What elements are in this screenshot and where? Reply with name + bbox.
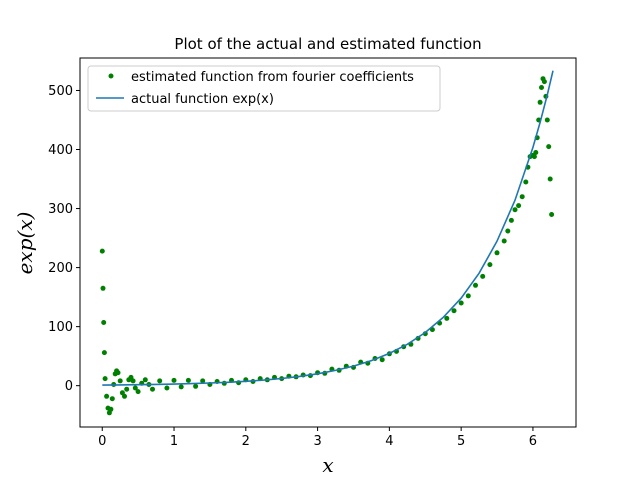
data-point-estimated — [451, 308, 457, 314]
series-line-actual — [102, 70, 554, 386]
data-point-estimated — [523, 179, 529, 185]
data-point-estimated — [546, 144, 552, 150]
y-tick-label: 400 — [48, 143, 73, 158]
x-tick-label: 2 — [242, 434, 250, 449]
data-point-estimated — [549, 212, 555, 217]
data-point-estimated — [193, 383, 199, 389]
data-point-estimated — [99, 248, 105, 254]
data-point-estimated — [135, 389, 141, 395]
data-point-estimated — [537, 99, 543, 105]
data-point-estimated — [101, 350, 107, 356]
data-point-estimated — [124, 386, 130, 392]
data-point-estimated — [117, 378, 123, 384]
chart-title: Plot of the actual and estimated functio… — [174, 35, 481, 53]
data-point-estimated — [109, 396, 115, 402]
y-tick-label: 300 — [48, 202, 73, 217]
legend-box — [87, 65, 441, 112]
data-point-estimated — [465, 293, 471, 299]
data-point-estimated — [104, 393, 110, 399]
data-point-estimated — [512, 207, 518, 213]
data-point-estimated — [102, 376, 108, 382]
x-tick-label: 6 — [529, 434, 537, 449]
y-axis-label: exp(x) — [13, 212, 37, 275]
data-point-estimated — [132, 385, 138, 391]
legend-marker-estimated — [108, 73, 114, 79]
plot-frame — [79, 57, 577, 428]
data-point-estimated — [108, 406, 114, 412]
data-point-estimated — [200, 378, 206, 384]
y-tick-label: 500 — [48, 84, 73, 99]
legend: estimated function from fourier coeffici… — [87, 65, 441, 112]
x-tick-label: 0 — [98, 434, 106, 449]
data-point-estimated — [171, 377, 177, 383]
x-tick-label: 1 — [170, 434, 178, 449]
data-point-estimated — [130, 378, 136, 384]
data-point-estimated — [458, 300, 464, 306]
data-point-estimated — [508, 217, 514, 223]
data-point-estimated — [544, 117, 550, 123]
data-point-estimated — [531, 154, 537, 160]
data-point-estimated — [547, 176, 553, 182]
data-point-estimated — [487, 262, 493, 268]
y-tick-label: 100 — [48, 320, 73, 335]
x-tick-label: 3 — [313, 434, 321, 449]
data-point-estimated — [150, 386, 155, 392]
data-point-estimated — [444, 315, 450, 321]
data-point-estimated — [519, 194, 525, 200]
data-point-estimated — [115, 370, 121, 376]
data-point-estimated — [178, 384, 184, 390]
data-point-estimated — [379, 357, 385, 363]
y-tick-label: 200 — [48, 261, 73, 276]
data-point-estimated — [516, 203, 522, 209]
data-point-estimated — [157, 378, 163, 384]
y-tick-label: 0 — [65, 379, 73, 394]
data-point-estimated — [100, 285, 106, 291]
data-point-estimated — [122, 393, 127, 399]
legend-label-actual: actual function exp(x) — [131, 92, 274, 107]
x-tick-label: 5 — [457, 434, 465, 449]
plot-area: 0 1 2 3 4 5 6 0 100 200 300 400 500 — [48, 70, 555, 449]
data-point-estimated — [473, 282, 478, 288]
data-point-estimated — [539, 85, 544, 90]
x-axis-label: x — [322, 453, 333, 477]
data-point-estimated — [505, 228, 511, 234]
data-point-estimated — [533, 150, 539, 155]
x-tick-label: 4 — [385, 434, 393, 449]
data-point-estimated — [541, 79, 547, 85]
data-point-estimated — [501, 238, 507, 244]
data-point-estimated — [185, 377, 191, 383]
data-point-estimated — [164, 385, 170, 391]
data-point-estimated — [480, 273, 486, 279]
data-point-estimated — [101, 320, 107, 325]
data-point-estimated — [142, 377, 148, 383]
data-point-estimated — [494, 250, 500, 256]
legend-label-estimated: estimated function from fourier coeffici… — [131, 70, 414, 85]
